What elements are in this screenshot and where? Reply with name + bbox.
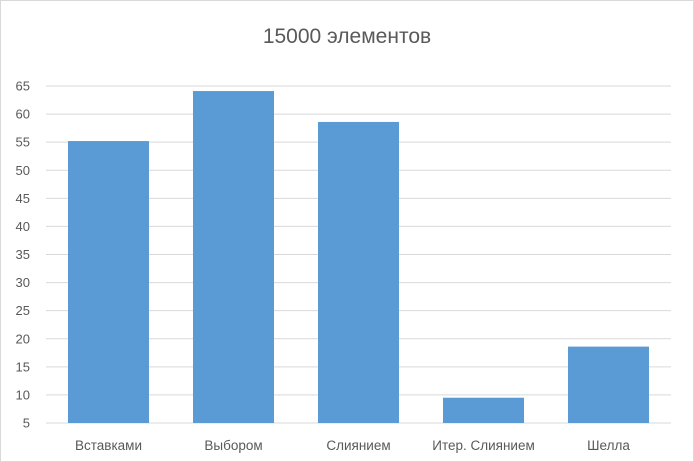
y-tick-label: 65 [16,79,30,94]
y-tick-label: 15 [16,359,30,374]
y-tick-label: 20 [16,331,30,346]
y-tick-label: 5 [23,416,30,431]
y-tick-label: 55 [16,135,30,150]
bar [193,91,274,424]
y-tick-label: 35 [16,247,30,262]
bar [443,397,524,423]
y-tick-label: 40 [16,219,30,234]
x-category-label: Вставками [75,438,142,453]
y-tick-label: 45 [16,191,30,206]
bar [568,346,649,423]
bar [318,121,399,424]
x-category-label: Слиянием [326,438,390,453]
y-tick-label: 60 [16,107,30,122]
bars [68,91,649,424]
chart-title: 15000 элементов [263,25,431,48]
y-tick-label: 30 [16,275,30,290]
y-tick-label: 25 [16,303,30,318]
bar [68,141,149,423]
y-axis-tick-labels: 5 10 15 20 25 30 35 40 45 50 55 60 65 [16,79,30,431]
x-category-label: Итер. Слиянием [432,438,535,453]
y-tick-label: 10 [16,387,30,402]
x-category-label: Шелла [587,438,630,453]
x-category-label: Выбором [204,438,262,453]
y-tick-label: 50 [16,163,30,178]
x-axis-category-labels: Вставками Выбором Слиянием Итер. Слиянием Ше… [75,438,630,453]
